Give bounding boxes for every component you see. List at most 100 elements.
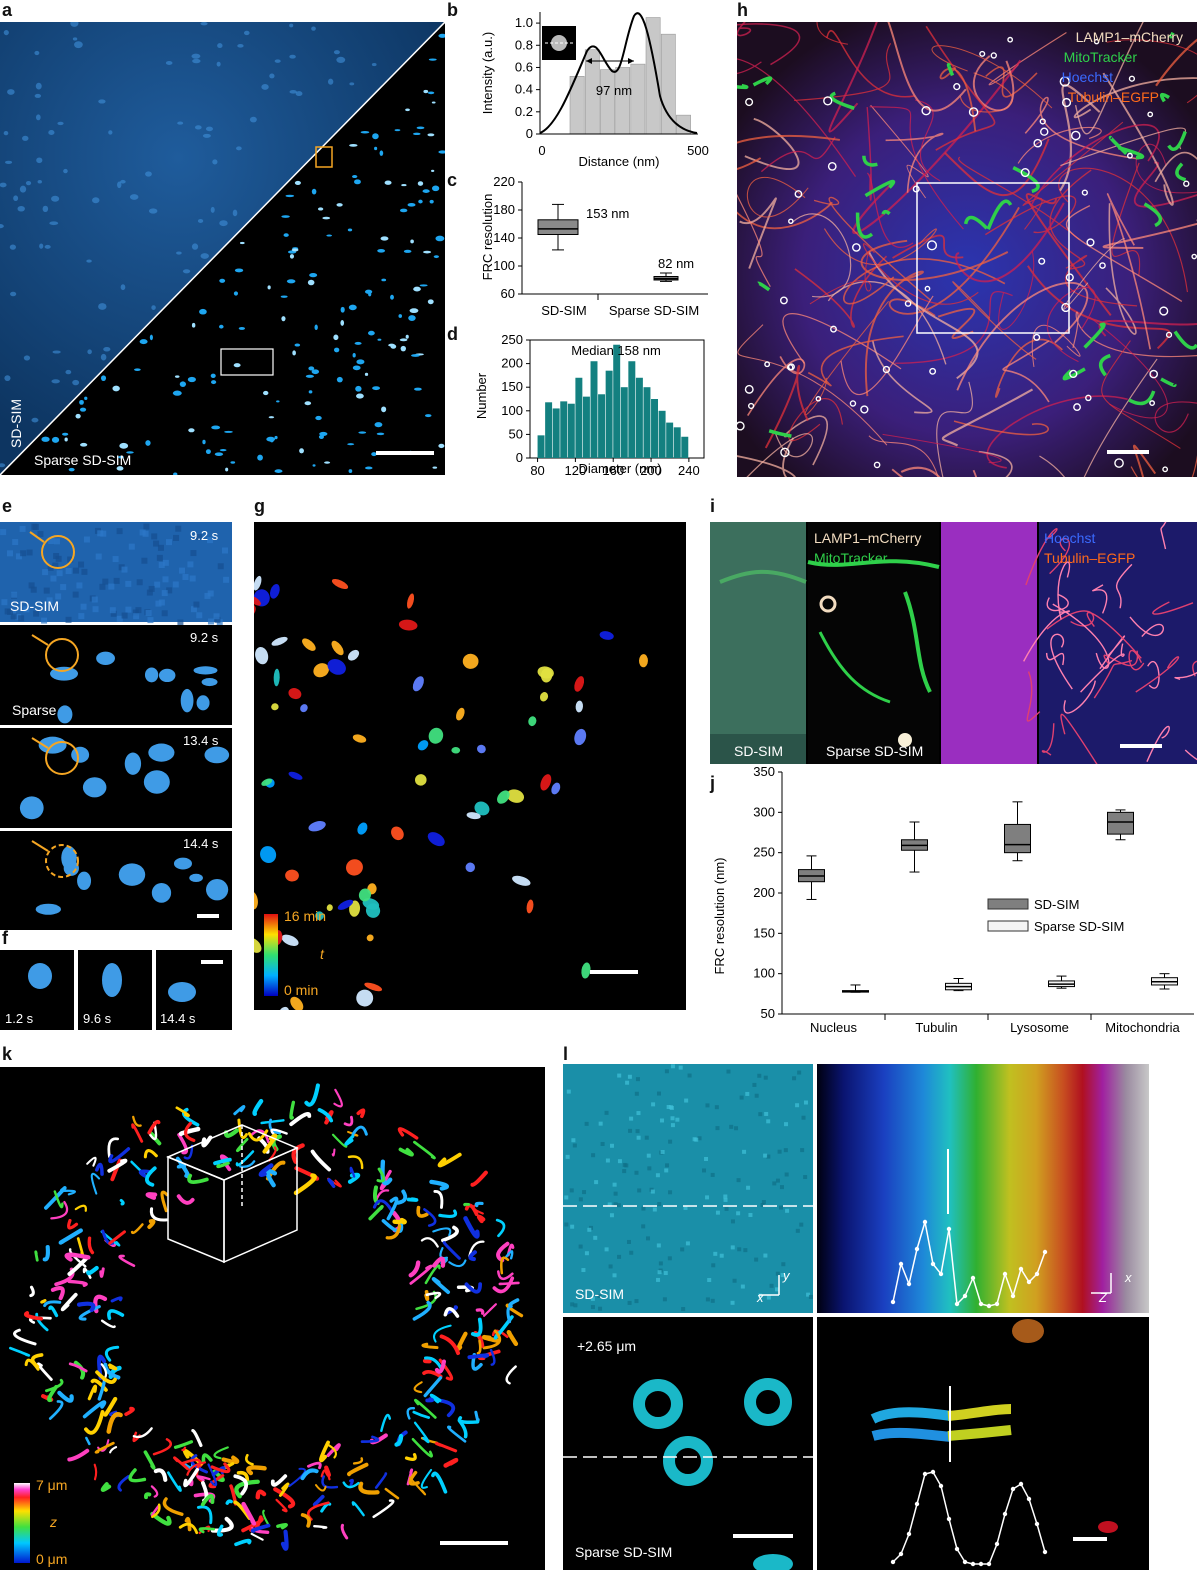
y-tick-0: 0: [526, 126, 533, 141]
noise-pixel: [646, 1153, 651, 1158]
spot: [49, 221, 59, 226]
vesicle-blob: [71, 746, 90, 763]
spot: [72, 37, 78, 41]
noise-pixel: [622, 1169, 627, 1174]
spot: [281, 316, 286, 322]
trajectory-blob: [285, 869, 299, 882]
panel-h-image: LAMP1–mCherry MitoTracker Hoechst Tubuli…: [737, 22, 1197, 477]
spot: [319, 431, 328, 437]
noise-pixel: [777, 1149, 782, 1154]
mito-segment: [87, 1384, 98, 1401]
spot: [116, 466, 124, 471]
mito-segment: [481, 1334, 501, 1344]
mito-segment: [314, 1484, 327, 1492]
spot: [34, 93, 42, 98]
mito-segment: [241, 1501, 257, 1526]
diagonal-divider: [0, 22, 445, 475]
noise-pixel: [175, 525, 182, 532]
profile-point-2: [970, 1561, 976, 1567]
spot: [35, 82, 42, 90]
trajectory-blob: [254, 575, 262, 591]
axes-xy: [759, 1275, 780, 1296]
spot: [349, 143, 358, 147]
mito-segment: [422, 1357, 432, 1364]
noise-pixel: [666, 1104, 671, 1109]
lysosome-ring: [1040, 127, 1049, 136]
spot: [422, 189, 430, 193]
trajectory-blob: [290, 996, 304, 1010]
spot: [281, 215, 290, 218]
mito-segment: [128, 1468, 147, 1483]
mito-segment: [368, 1204, 384, 1221]
noise-pixel: [80, 603, 87, 610]
profile-point-2: [986, 1561, 992, 1567]
legend-mitotracker: MitoTracker: [1063, 49, 1137, 65]
spot: [22, 135, 29, 141]
spot: [333, 334, 339, 341]
mito-segment: [372, 1199, 394, 1212]
noise-pixel: [629, 1250, 634, 1255]
lysosome-ring: [849, 400, 857, 407]
noise-pixel: [161, 610, 168, 617]
noise-pixel: [578, 1244, 583, 1249]
noise-pixel: [190, 550, 197, 557]
cbar-top-label: 16 min: [284, 908, 327, 924]
spot: [129, 194, 139, 200]
spot: [292, 350, 296, 356]
mito-fiber: [1167, 130, 1187, 151]
lysosome-1: [819, 595, 837, 613]
mito-segment: [260, 1119, 285, 1125]
lysosome-ring: [968, 107, 979, 117]
spot: [31, 417, 39, 423]
noise-pixel: [597, 1293, 602, 1298]
vesicle-blob: [118, 863, 146, 886]
noise-pixel: [50, 575, 57, 582]
scale-bar: [197, 914, 219, 918]
y-axis-label: Intensity (a.u.): [480, 32, 495, 114]
mito-segment: [183, 1144, 194, 1160]
y-tick-1: 100: [493, 258, 515, 273]
y-axis-label: Number: [474, 372, 489, 419]
noise-pixel: [591, 1153, 596, 1158]
noise-pixel: [65, 568, 72, 575]
noise-pixel: [641, 1206, 646, 1211]
mito-segment: [431, 1471, 448, 1494]
mito-segment: [310, 1149, 332, 1172]
noise-pixel: [781, 1262, 786, 1267]
mito-segment: [178, 1126, 201, 1137]
noise-pixel: [613, 1202, 618, 1207]
lysosome-ring: [779, 296, 788, 305]
category-1: Tubulin: [915, 1020, 957, 1035]
spot: [65, 369, 72, 375]
mito-segment: [246, 1465, 267, 1476]
mito-segment: [183, 1467, 200, 1488]
bar-2: [600, 69, 615, 135]
mito-segment: [474, 1410, 480, 1423]
profile-point-1: [1042, 1249, 1048, 1255]
spot: [238, 326, 246, 330]
noise-pixel: [636, 1135, 641, 1140]
depth-colorbar: [14, 1483, 30, 1563]
panel-k-svg: [9, 1083, 524, 1563]
mito-segment: [45, 1378, 64, 1393]
mito-segment: [413, 1398, 437, 1419]
spot: [352, 365, 361, 371]
mito-segment: [29, 1285, 35, 1298]
legend-hoechst: Hoechst: [1061, 69, 1113, 85]
y-tick-2: 150: [753, 925, 775, 940]
tubulin-fiber: [955, 202, 1065, 283]
trajectory-blob: [278, 1006, 290, 1010]
noise-pixel: [37, 531, 44, 538]
tubulin-fiber: [1093, 659, 1133, 699]
mito-segment: [107, 1309, 125, 1321]
mito-segment: [421, 1342, 439, 1350]
noise-pixel: [803, 1175, 808, 1180]
mito-segment: [438, 1209, 458, 1218]
spot: [276, 400, 280, 403]
lysosome-ring: [830, 325, 837, 333]
bar-19: [681, 436, 689, 458]
lysosome-ring: [794, 190, 803, 198]
mito-segment: [431, 1277, 451, 1295]
tubulin-fiber: [794, 255, 888, 328]
panel-f-svg: [0, 950, 232, 1030]
